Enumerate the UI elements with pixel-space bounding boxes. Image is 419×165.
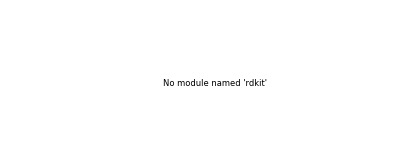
Text: No module named 'rdkit': No module named 'rdkit' [163, 79, 267, 88]
